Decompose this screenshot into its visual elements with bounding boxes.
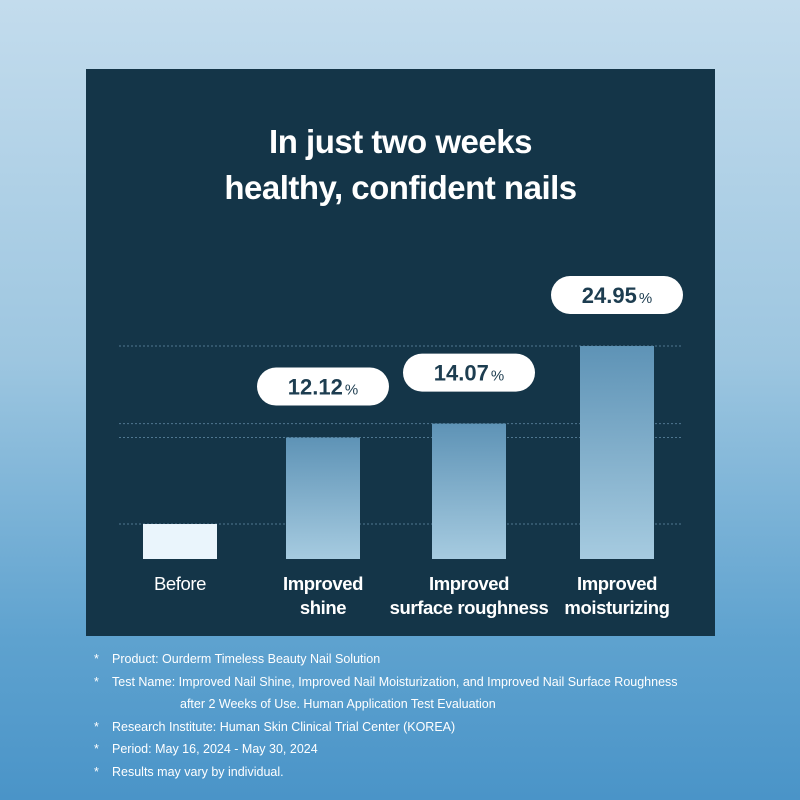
category-label: moisturizing bbox=[564, 597, 669, 618]
value-pill-bg bbox=[551, 276, 683, 314]
chart-panel: In just two weeks healthy, confident nai… bbox=[86, 69, 715, 636]
footnote-text: Period: May 16, 2024 - May 30, 2024 bbox=[112, 742, 318, 756]
category-label: surface roughness bbox=[390, 597, 549, 618]
footnote-line: * Research Institute: Human Skin Clinical… bbox=[94, 716, 784, 739]
value-pill: 14.07% bbox=[403, 353, 535, 392]
value-pill-bg bbox=[403, 353, 535, 392]
footnote-text: Product: Ourderm Timeless Beauty Nail So… bbox=[112, 652, 381, 666]
footnote-line: after 2 Weeks of Use. Human Application … bbox=[94, 693, 784, 716]
data-label-unit: % bbox=[491, 368, 504, 385]
data-label-value: 12.12 bbox=[288, 375, 343, 400]
category-label: Improved bbox=[429, 573, 509, 594]
bar-chart: 12.12 %14.07 %24.95 %Before ImprovedshineImp… bbox=[119, 276, 683, 618]
footnotes: * Product: Ourderm Timeless Beauty Nail S… bbox=[94, 648, 784, 783]
data-label: 14.07% bbox=[434, 361, 504, 386]
category-label: Improved bbox=[283, 573, 363, 594]
footnote-bullet: * bbox=[94, 674, 99, 689]
data-label-value: 24.95 bbox=[582, 283, 637, 308]
footnote-text: Research Institute: Human Skin Clinical … bbox=[112, 719, 456, 734]
footnote-bullet: * bbox=[94, 764, 99, 779]
footnote-text: Test Name: Improved Nail Shine, Improved… bbox=[112, 674, 678, 689]
footnote-line: * Product: Ourderm Timeless Beauty Nail S… bbox=[94, 648, 784, 671]
bar-2 bbox=[432, 423, 506, 559]
footnote-bullet: * bbox=[94, 742, 99, 756]
data-label: 12.12% bbox=[288, 375, 358, 400]
footnote-text: after 2 Weeks of Use. Human Application … bbox=[180, 697, 496, 711]
title-line-2: healthy, confident nails bbox=[224, 169, 577, 206]
chart-title: In just two weeks healthy, confident nai… bbox=[86, 119, 715, 211]
footnote-line: * Test Name: Improved Nail Shine, Improve… bbox=[94, 671, 784, 694]
footnote-text: Results may vary by individual. bbox=[112, 764, 284, 779]
data-label-value: 14.07 bbox=[434, 361, 489, 386]
bar-3 bbox=[580, 346, 654, 559]
value-pill: 24.95% bbox=[551, 276, 683, 314]
category-label: shine bbox=[300, 597, 346, 618]
category-label: Before bbox=[154, 573, 206, 594]
footnote-bullet: * bbox=[94, 719, 99, 734]
footnote-bullet: * bbox=[94, 652, 99, 666]
value-pill-bg bbox=[257, 367, 389, 406]
bar-1 bbox=[286, 437, 360, 559]
footnote-line: * Period: May 16, 2024 - May 30, 2024 bbox=[94, 738, 784, 761]
data-label-unit: % bbox=[639, 290, 652, 307]
data-label-unit: % bbox=[345, 382, 358, 399]
footnote-line: * Results may vary by individual. bbox=[94, 761, 784, 784]
value-pill: 12.12% bbox=[257, 367, 389, 406]
data-label: 24.95% bbox=[582, 283, 652, 308]
bar-before bbox=[143, 524, 217, 559]
title-line-1: In just two weeks bbox=[269, 123, 532, 160]
category-label: Improved bbox=[577, 573, 657, 594]
